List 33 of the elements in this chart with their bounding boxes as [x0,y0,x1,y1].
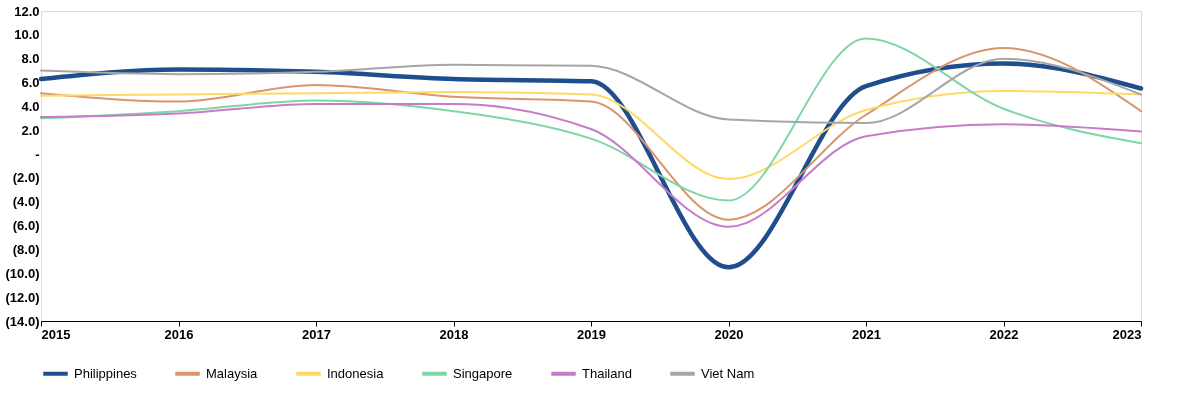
line-series [40,57,1142,125]
legend-label: Viet Nam [701,365,755,381]
legend-label: Thailand [582,365,632,381]
y-tick-label: 2.0 [21,122,40,138]
y-tick-label: (10.0) [5,265,40,281]
legend-label: Indonesia [327,365,385,381]
x-tick-label: 2018 [439,326,469,342]
y-tick-label: 6.0 [21,75,40,91]
x-tick-label: 2015 [41,326,71,342]
y-tick-label: - [35,146,40,162]
y-tick-label: (14.0) [5,313,40,329]
y-tick-label: (12.0) [5,289,40,305]
line-series [40,103,1142,228]
legend-label: Malaysia [206,365,259,381]
y-tick-label: (4.0) [12,194,40,210]
line-series [40,37,1142,202]
y-tick-label: 8.0 [21,51,40,67]
legend-label: Singapore [453,365,513,381]
x-tick-label: 2020 [714,326,744,342]
y-tick-label: 10.0 [14,27,40,43]
y-tick-label: 12.0 [14,3,40,19]
x-tick-label: 2016 [164,326,194,342]
x-tick-label: 2019 [577,326,606,342]
line-series [40,46,1142,221]
x-tick-label: 2023 [1112,326,1142,342]
y-tick-label: (8.0) [12,241,40,257]
x-tick-label: 2021 [852,326,881,342]
y-tick-label: 4.0 [21,98,40,114]
legend-label: Philippines [74,365,138,381]
y-tick-label: (2.0) [12,170,40,186]
x-tick-label: 2017 [302,326,331,342]
y-tick-label: (6.0) [12,218,40,234]
x-tick-label: 2022 [989,326,1019,342]
